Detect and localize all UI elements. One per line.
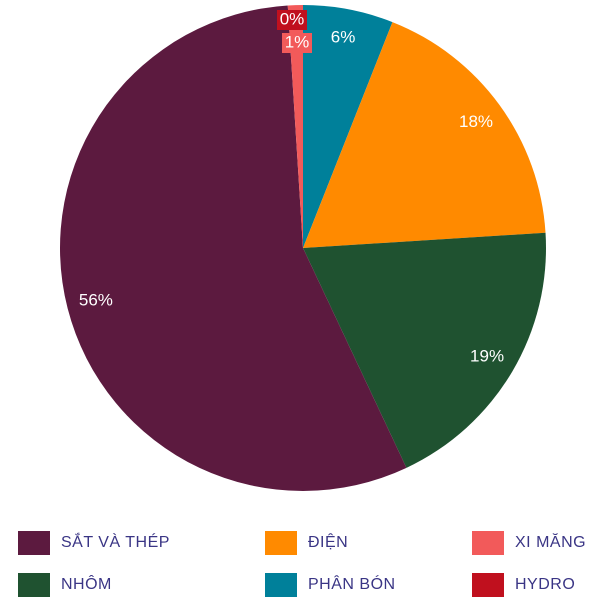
pie-slice — [287, 5, 303, 248]
legend-swatch — [265, 573, 297, 597]
pie-slice — [303, 22, 546, 248]
legend-label: SẮT VÀ THÉP — [61, 532, 170, 551]
data-label: 19% — [470, 346, 504, 365]
legend-label: ĐIỆN — [308, 532, 348, 551]
data-label: 18% — [459, 112, 493, 131]
pie-slice — [303, 232, 546, 468]
legend-swatch — [18, 573, 50, 597]
legend-label: HYDRO — [515, 576, 575, 593]
legend-swatch — [18, 531, 50, 555]
legend-swatch — [265, 531, 297, 555]
data-label: 1% — [285, 32, 310, 51]
pie-slice — [59, 5, 407, 492]
legend-label: NHÔM — [61, 574, 112, 593]
legend-swatch — [472, 573, 504, 597]
label-box — [277, 10, 307, 30]
legend-label: PHÂN BÓN — [308, 574, 396, 593]
label-box — [282, 33, 312, 53]
legend-label: XI MĂNG — [515, 532, 586, 551]
data-label: 56% — [79, 291, 113, 310]
pie-slice — [303, 5, 393, 248]
legend-swatch — [472, 531, 504, 555]
data-label: 0% — [280, 9, 305, 28]
data-label: 6% — [331, 27, 356, 46]
